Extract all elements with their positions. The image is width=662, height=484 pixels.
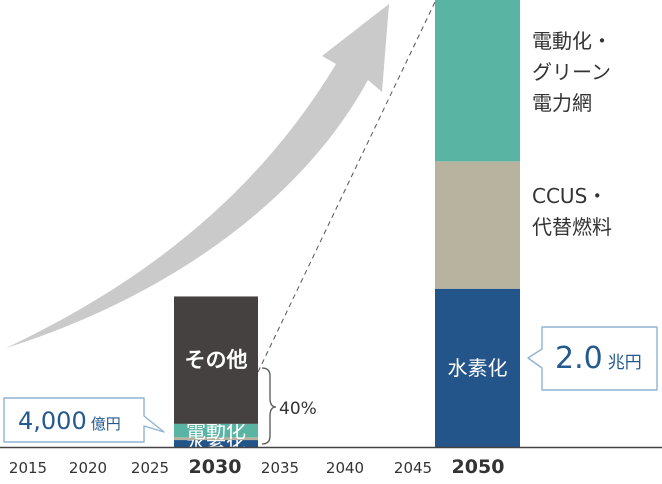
segment-label: 水素化 bbox=[448, 356, 508, 380]
callout-number: 4,000 bbox=[18, 407, 87, 435]
side-label-line: 電動化・ bbox=[532, 29, 612, 53]
callout-unit: 億円 bbox=[91, 415, 121, 433]
side-label-line: グリーン bbox=[532, 60, 611, 84]
callout-box-1 bbox=[3, 397, 165, 443]
callout-value-1: 4,000 億円 bbox=[18, 407, 121, 435]
x-tick-label: 2045 bbox=[394, 459, 432, 477]
bar-segment-2030-1 bbox=[174, 440, 258, 447]
x-tick-label: 2015 bbox=[9, 459, 47, 477]
x-tick-label: 2050 bbox=[452, 456, 505, 478]
bracket-label: 40% bbox=[279, 399, 317, 419]
side-label-line: 電力網 bbox=[532, 91, 592, 115]
x-tick-label: 2020 bbox=[69, 459, 107, 477]
bar-segment-2030-2 bbox=[174, 437, 258, 441]
segment-label: その他 bbox=[185, 348, 248, 372]
side-label-line: 代替燃料 bbox=[532, 215, 612, 239]
callout-unit: 兆円 bbox=[608, 353, 642, 373]
bracket bbox=[261, 367, 277, 445]
x-tick-label: 2035 bbox=[261, 459, 299, 477]
bar-segment-2050-2 bbox=[435, 161, 520, 289]
bar-segment-2050-3 bbox=[435, 0, 520, 162]
x-tick-label: 2025 bbox=[131, 459, 169, 477]
growth-arrow-icon bbox=[6, 4, 389, 348]
x-tick-label: 2030 bbox=[189, 456, 242, 478]
callout-number: 2.0 bbox=[555, 341, 603, 376]
side-label-line: CCUS・ bbox=[532, 184, 607, 208]
callout-value-2: 2.0 兆円 bbox=[555, 341, 642, 376]
bar-segment-2030-4 bbox=[174, 296, 258, 424]
bar-segment-2050-1 bbox=[435, 288, 520, 447]
bar-segment-2030-3 bbox=[174, 423, 258, 438]
x-tick-label: 2040 bbox=[326, 459, 364, 477]
callout-box-2 bbox=[527, 326, 658, 391]
